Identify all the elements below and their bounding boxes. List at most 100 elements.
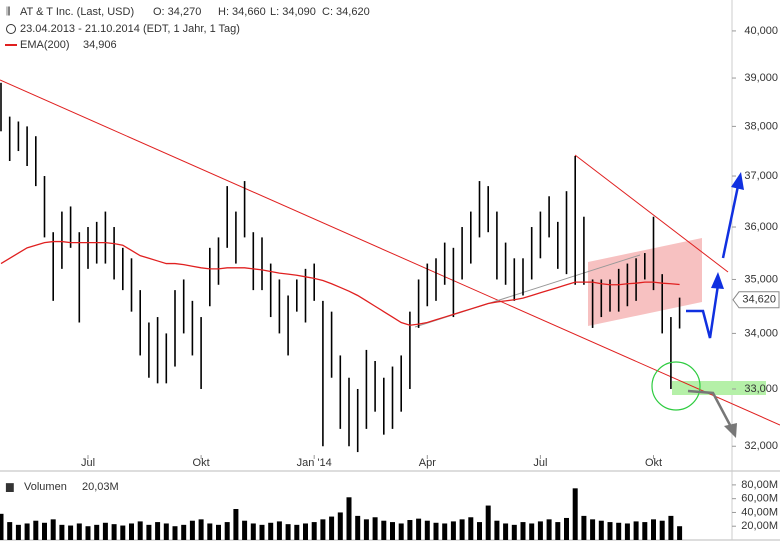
volume-bar (433, 522, 439, 540)
volume-bar (633, 521, 639, 540)
icon: ▆ (5, 482, 14, 493)
volume-bar (68, 525, 74, 540)
volume-bar (590, 519, 596, 540)
volume-bar (0, 513, 4, 540)
arrow (687, 389, 732, 426)
volume-bar (76, 523, 82, 540)
volume-bar (285, 524, 291, 540)
chart-title: AT & T Inc. (Last, USD) (20, 6, 134, 18)
volume-bar (163, 523, 169, 540)
legend-label: EMA(200) (20, 39, 70, 51)
volume-bar (233, 509, 239, 540)
volume-bar (564, 517, 569, 540)
volume-bar (468, 517, 474, 540)
volume-bar (372, 517, 378, 540)
y-tick-label: 34,000 (744, 327, 778, 339)
volume-bar (668, 515, 674, 540)
volume-bar (242, 520, 248, 540)
volume-bar (407, 520, 413, 540)
volume-bar (207, 523, 213, 540)
volume-bar (424, 520, 430, 540)
trend-line (0, 79, 780, 426)
volume-bar (329, 516, 335, 540)
highlight-circle (651, 361, 701, 411)
volume-bar (303, 523, 308, 540)
volume-bar (381, 520, 387, 540)
volume-bar (485, 505, 491, 540)
volume-bar (24, 523, 30, 540)
last-price-label: 34,620 (742, 294, 776, 306)
volume-bar (642, 522, 648, 540)
volume-bar (555, 522, 561, 540)
volume-bar (129, 523, 134, 540)
volume-bar (120, 525, 126, 540)
clock-icon (6, 24, 16, 34)
volume-label: Volumen (24, 481, 67, 493)
y-tick-label: 32,000 (744, 440, 778, 452)
y-tick-label: 35,000 (744, 273, 778, 285)
volume-bar (33, 520, 39, 540)
legend-value: 34,906 (83, 39, 117, 51)
volume-bar (155, 522, 161, 540)
volume-bar (216, 524, 221, 540)
volume-bar (259, 524, 265, 540)
volume-tick-label: 80,00M (741, 479, 778, 491)
volume-bar (7, 522, 13, 540)
volume-bar (276, 521, 282, 540)
volume-bar (390, 522, 395, 540)
close: C: 34,620 (322, 6, 370, 18)
low: L: 34,090 (270, 6, 316, 18)
volume-bar (42, 522, 47, 540)
volume-bar (581, 515, 587, 540)
x-tick-label: Okt (193, 457, 210, 469)
volume-bar (503, 523, 509, 540)
high: H: 34,660 (218, 6, 266, 18)
volume-bar (311, 522, 317, 540)
volume-bar (607, 522, 613, 540)
volume-bar (355, 515, 361, 540)
volume-bar (320, 519, 326, 540)
volume-bar (450, 521, 456, 540)
volume-bar (137, 521, 143, 540)
y-tick-label: 36,000 (744, 221, 778, 233)
open: O: 34,270 (153, 6, 201, 18)
volume-bar (346, 497, 352, 540)
volume-bar (172, 526, 178, 540)
arrow (686, 284, 720, 339)
volume-bar (477, 522, 482, 540)
volume-bar (85, 526, 91, 540)
volume-bar (102, 522, 108, 540)
volume-bar (15, 524, 21, 540)
volume-bar (146, 524, 152, 540)
volume-bar (111, 524, 117, 540)
arrow (721, 185, 740, 259)
volume-bar (94, 524, 100, 540)
x-tick-label: Okt (645, 457, 662, 469)
period: 23.04.2013 - 21.10.2014 (EDT, 1 Jahr, 1 … (20, 23, 240, 35)
x-tick-label: Jul (81, 457, 95, 469)
arrow-head (731, 172, 744, 190)
volume-bar (459, 519, 465, 540)
volume-bar (546, 519, 552, 540)
volume-bar (677, 526, 683, 540)
volume-bar (416, 518, 422, 540)
volume-bar (337, 512, 343, 540)
volume-bar (189, 520, 195, 540)
volume-bar (181, 524, 187, 540)
volume-bar (250, 523, 256, 540)
last-price-tag (732, 291, 780, 309)
volume-bar (529, 523, 535, 540)
volume-bar (398, 523, 404, 540)
arrow-head (711, 272, 724, 289)
trend-line (574, 154, 729, 273)
volume-bar (59, 524, 65, 540)
volume-tick-label: 40,00M (741, 506, 778, 518)
volume-bar (572, 488, 578, 540)
volume-bar (651, 519, 656, 540)
icon: ⫼ (6, 7, 11, 18)
volume-current: 20,03M (82, 481, 119, 493)
y-tick-label: 37,000 (744, 170, 778, 182)
arrow-head (724, 423, 737, 438)
volume-bar (624, 523, 630, 540)
